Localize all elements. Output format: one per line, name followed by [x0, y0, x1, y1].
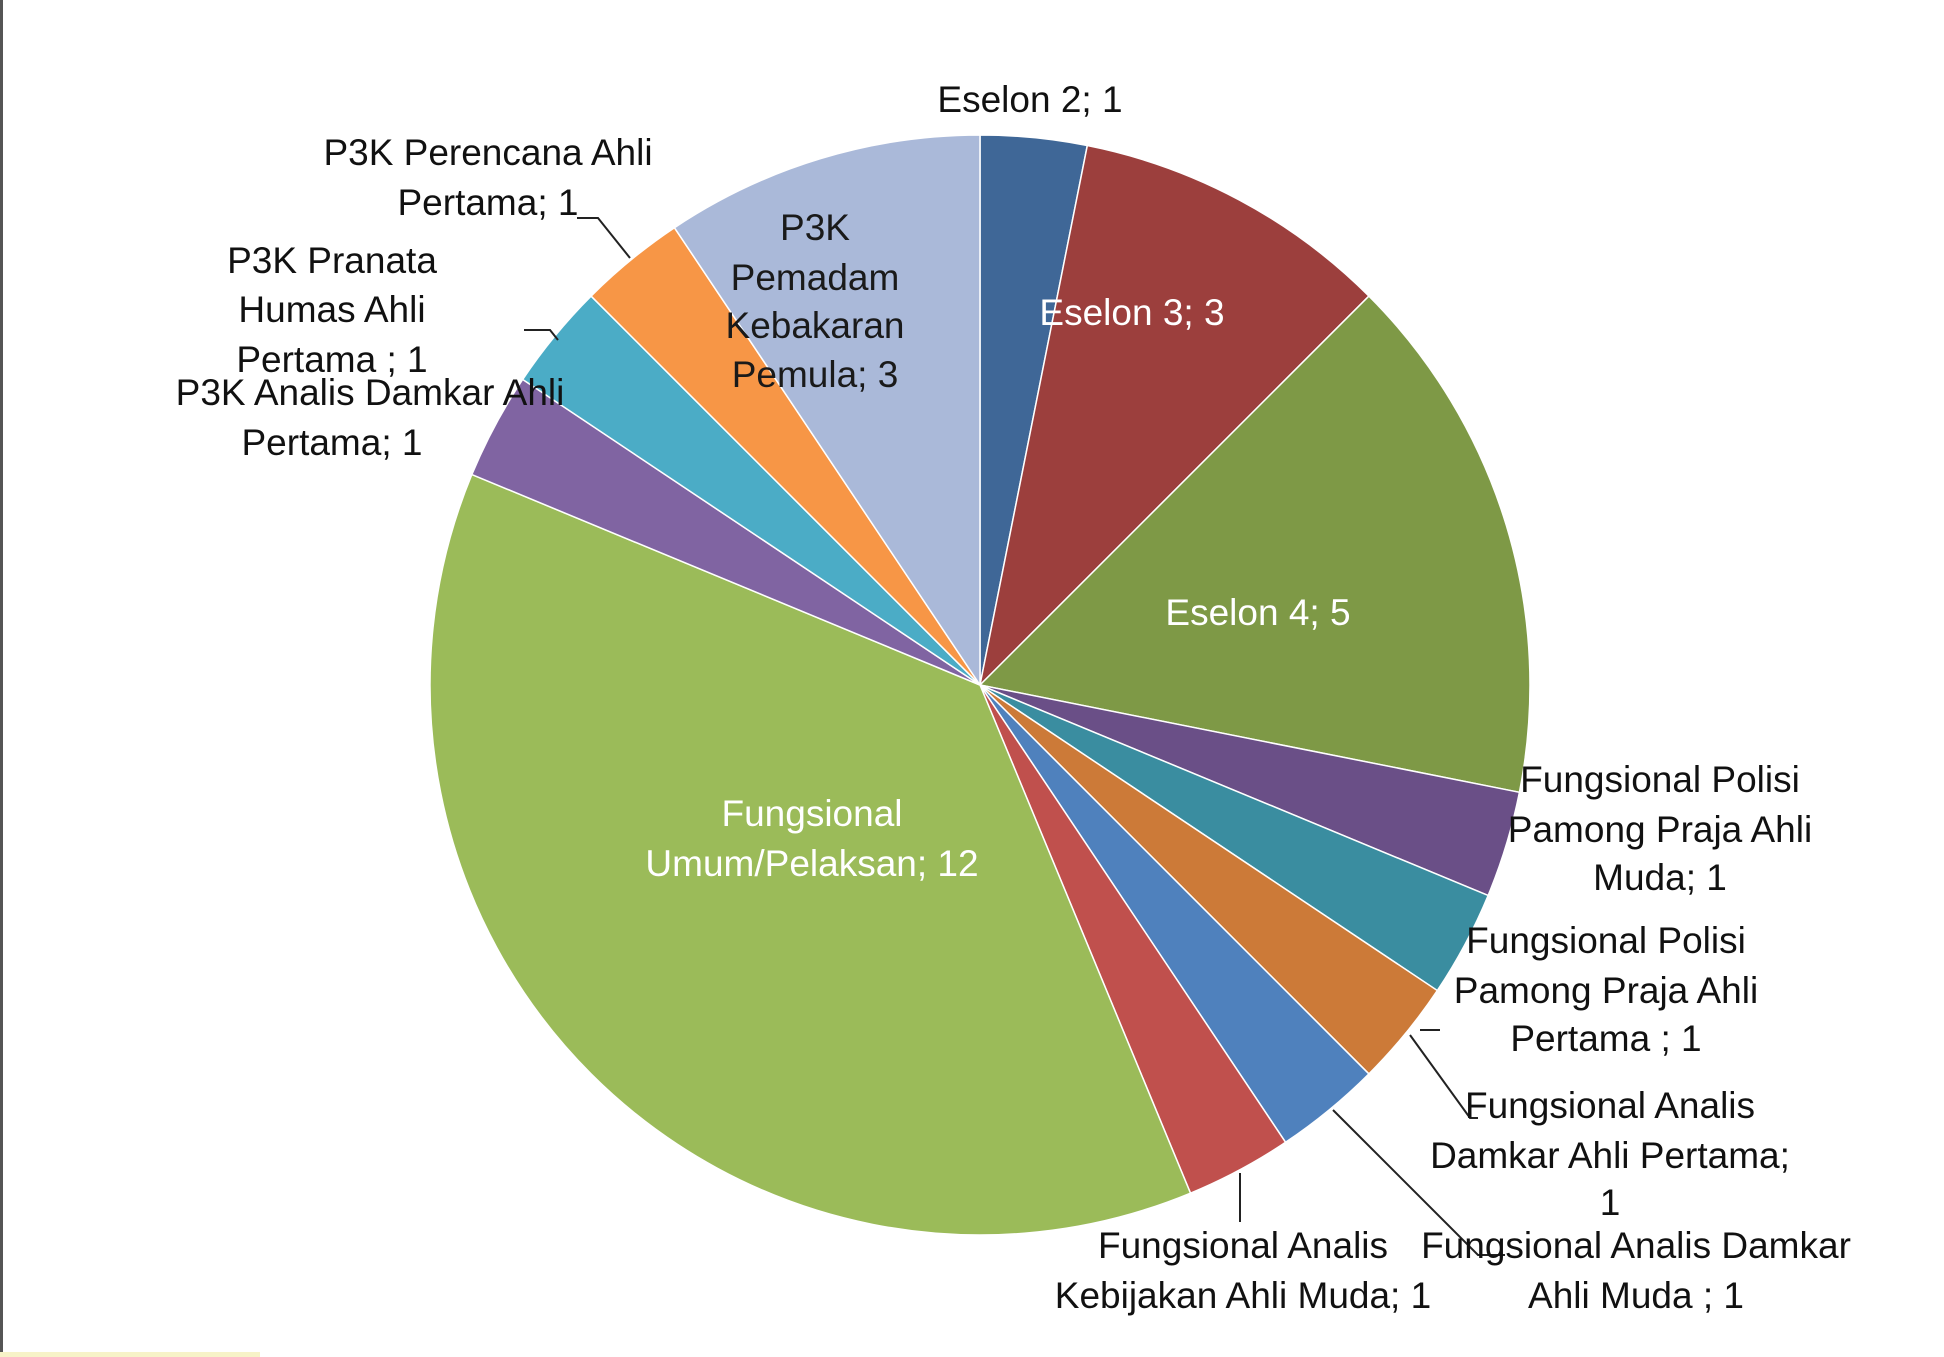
- data-label-p3k-pemadam-kebakaran-pemula-line-4: Pemula; 3: [732, 354, 899, 395]
- leader-lines: [524, 217, 1505, 1256]
- pie-slices: [429, 134, 1531, 1236]
- data-label-p3k-pranata-humas-ahli-pertama-line-2: Humas Ahli: [238, 289, 425, 330]
- slice-p3k-pemadam-kebakaran-pemula: [673, 134, 981, 688]
- data-label-eselon-4: Eselon 4; 5: [1165, 592, 1350, 633]
- data-label-p3k-pemadam-kebakaran-pemula-line-1: P3K: [780, 207, 850, 248]
- data-label-p3k-pranata-humas-ahli-pertama-line-3: Pertama ; 1: [236, 339, 427, 380]
- data-label-fungsional-polisi-pamong-praja-ahli-muda-line-2: Pamong Praja Ahli: [1508, 809, 1812, 850]
- leader-line-p3k-pranata-humas-ahli-pertama: [524, 329, 559, 341]
- data-label-eselon-3: Eselon 3; 3: [1039, 292, 1224, 333]
- left-border: [0, 0, 3, 1357]
- data-label-fungsional-polisi-pamong-praja-ahli-pertama-line-2: Pamong Praja Ahli: [1454, 970, 1758, 1011]
- data-label-p3k-analis-damkar-ahli-pertama-line-1: P3K Analis Damkar Ahli: [176, 372, 565, 413]
- data-label-p3k-perencana-ahli-pertama-line-1: P3K Perencana Ahli: [323, 132, 652, 173]
- data-label-fungsional-analis-damkar-ahli-pertama-line-3: 1: [1600, 1182, 1621, 1223]
- leader-line-fungsional-analis-damkar-ahli-muda: [1332, 1109, 1505, 1256]
- data-label-fungsional-polisi-pamong-praja-ahli-muda-line-1: Fungsional Polisi: [1520, 759, 1800, 800]
- data-label-fungsional-analis-damkar-ahli-muda-line-2: Ahli Muda ; 1: [1528, 1275, 1744, 1316]
- data-label-fungsional-analis-kebijakan-ahli-muda-line-2: Kebijakan Ahli Muda; 1: [1055, 1275, 1431, 1316]
- data-label-fungsional-umum-pelaksan-line-1: Fungsional: [721, 793, 902, 834]
- data-label-fungsional-analis-damkar-ahli-muda-line-1: Fungsional Analis Damkar: [1421, 1225, 1851, 1266]
- slice-fungsional-umum-pelaksan: [429, 473, 1192, 1236]
- data-label-p3k-analis-damkar-ahli-pertama-line-2: Pertama; 1: [242, 422, 423, 463]
- slice-eselon-3: [978, 144, 1370, 688]
- data-label-fungsional-analis-damkar-ahli-pertama-line-2: Damkar Ahli Pertama;: [1430, 1135, 1790, 1176]
- data-label-p3k-pemadam-kebakaran-pemula-line-3: Kebakaran: [726, 305, 905, 346]
- leader-line-p3k-perencana-ahli-pertama: [577, 217, 631, 259]
- data-label-fungsional-polisi-pamong-praja-ahli-muda-line-3: Muda; 1: [1593, 857, 1727, 898]
- data-label-fungsional-umum-pelaksan-line-2: Umum/Pelaksan; 12: [645, 843, 978, 884]
- data-label-eselon-2: Eselon 2; 1: [937, 79, 1122, 120]
- data-label-p3k-pranata-humas-ahli-pertama-line-1: P3K Pranata: [227, 240, 437, 281]
- data-label-fungsional-analis-kebijakan-ahli-muda-line-1: Fungsional Analis: [1098, 1225, 1388, 1266]
- data-label-p3k-pemadam-kebakaran-pemula-line-2: Pemadam: [731, 257, 900, 298]
- data-label-fungsional-analis-damkar-ahli-pertama-line-1: Fungsional Analis: [1465, 1085, 1755, 1126]
- slice-eselon-4: [978, 295, 1531, 794]
- data-label-fungsional-polisi-pamong-praja-ahli-pertama-line-1: Fungsional Polisi: [1466, 920, 1746, 961]
- data-label-fungsional-polisi-pamong-praja-ahli-pertama-line-3: Pertama ; 1: [1510, 1018, 1701, 1059]
- data-label-p3k-perencana-ahli-pertama-line-2: Pertama; 1: [398, 182, 579, 223]
- leader-line-fungsional-analis-damkar-ahli-pertama: [1409, 1034, 1478, 1119]
- data-labels: Eselon 2; 1 Eselon 3; 3 Eselon 4; 5 Fungsio…: [176, 79, 1851, 1316]
- bottom-strip: [0, 1352, 260, 1357]
